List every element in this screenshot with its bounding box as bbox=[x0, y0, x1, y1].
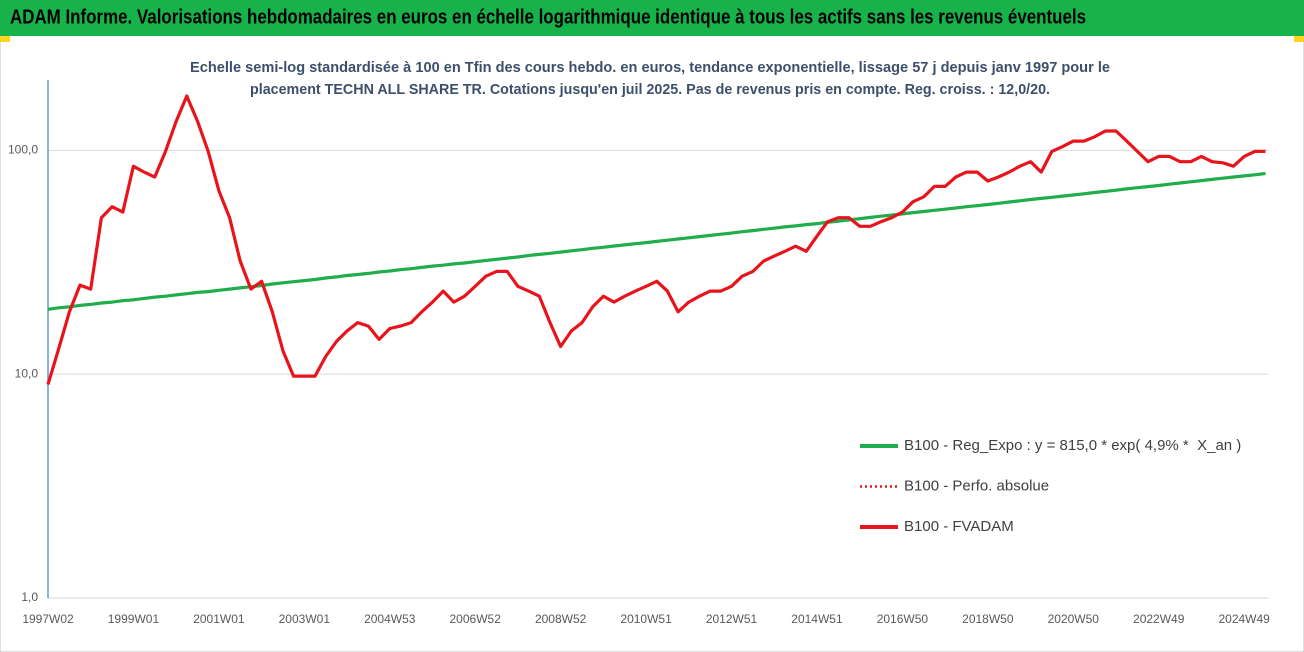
x-tick-label: 1999W01 bbox=[108, 612, 160, 626]
series-line bbox=[46, 94, 1266, 385]
header-bar bbox=[0, 0, 1304, 36]
x-tick-label: 2012W51 bbox=[706, 612, 758, 626]
legend-label: B100 - FVADAM bbox=[904, 518, 1014, 535]
x-tick-label: 2001W01 bbox=[193, 612, 245, 626]
corner-left bbox=[0, 36, 10, 42]
subtitle: placement TECHN ALL SHARE TR. Cotations … bbox=[250, 81, 1050, 98]
x-tick-label: 2018W50 bbox=[962, 612, 1014, 626]
x-tick-label: 1997W02 bbox=[22, 612, 74, 626]
x-tick-label: 2016W50 bbox=[877, 612, 929, 626]
x-tick-label: 2020W50 bbox=[1048, 612, 1100, 626]
legend-label: B100 - Perfo. absolue bbox=[904, 477, 1049, 494]
y-tick-label: 10,0 bbox=[15, 366, 39, 380]
x-tick-label: 2004W53 bbox=[364, 612, 416, 626]
x-tick-label: 2014W51 bbox=[791, 612, 843, 626]
x-tick-label: 2010W51 bbox=[620, 612, 672, 626]
y-tick-label: 100,0 bbox=[8, 143, 38, 157]
legend-label: B100 - Reg_Expo : y = 815,0 * exp( 4,9% … bbox=[904, 437, 1241, 454]
x-tick-label: 2022W49 bbox=[1133, 612, 1185, 626]
corner-right bbox=[1294, 36, 1304, 42]
x-tick-label: 2008W52 bbox=[535, 612, 587, 626]
y-tick-label: 1,0 bbox=[21, 590, 38, 604]
x-tick-label: 2003W01 bbox=[279, 612, 331, 626]
chart-title: ADAM Informe. Valorisations hebdomadaire… bbox=[10, 6, 1086, 28]
x-tick-label: 2006W52 bbox=[450, 612, 502, 626]
x-tick-label: 2024W49 bbox=[1218, 612, 1270, 626]
subtitle: Echelle semi-log standardisée à 100 en T… bbox=[190, 59, 1110, 76]
